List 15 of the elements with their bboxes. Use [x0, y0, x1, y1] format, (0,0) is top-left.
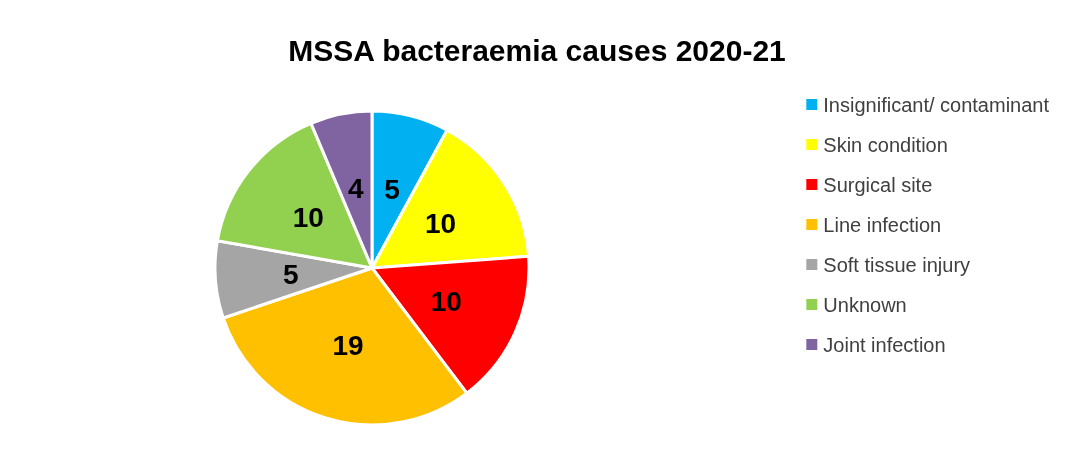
legend-label: Skin condition	[823, 133, 948, 156]
data-label: 19	[332, 330, 364, 362]
legend-label: Soft tissue injury	[823, 253, 971, 276]
data-label: 10	[292, 201, 324, 233]
data-label: 10	[430, 286, 462, 318]
data-label: 10	[424, 208, 457, 240]
data-label: 5	[384, 173, 400, 205]
chart-title: MSSA bacteraemia causes 2020-21	[288, 33, 786, 67]
data-label: 5	[282, 258, 299, 290]
data-label: 4	[348, 172, 365, 204]
legend-label: Insignificant/ contaminant	[823, 93, 1050, 116]
legend-label: Surgical site	[823, 173, 933, 196]
legend-label: Joint infection	[823, 333, 946, 356]
legend-label: Line infection	[823, 213, 942, 236]
legend-label: Unknown	[823, 293, 907, 316]
